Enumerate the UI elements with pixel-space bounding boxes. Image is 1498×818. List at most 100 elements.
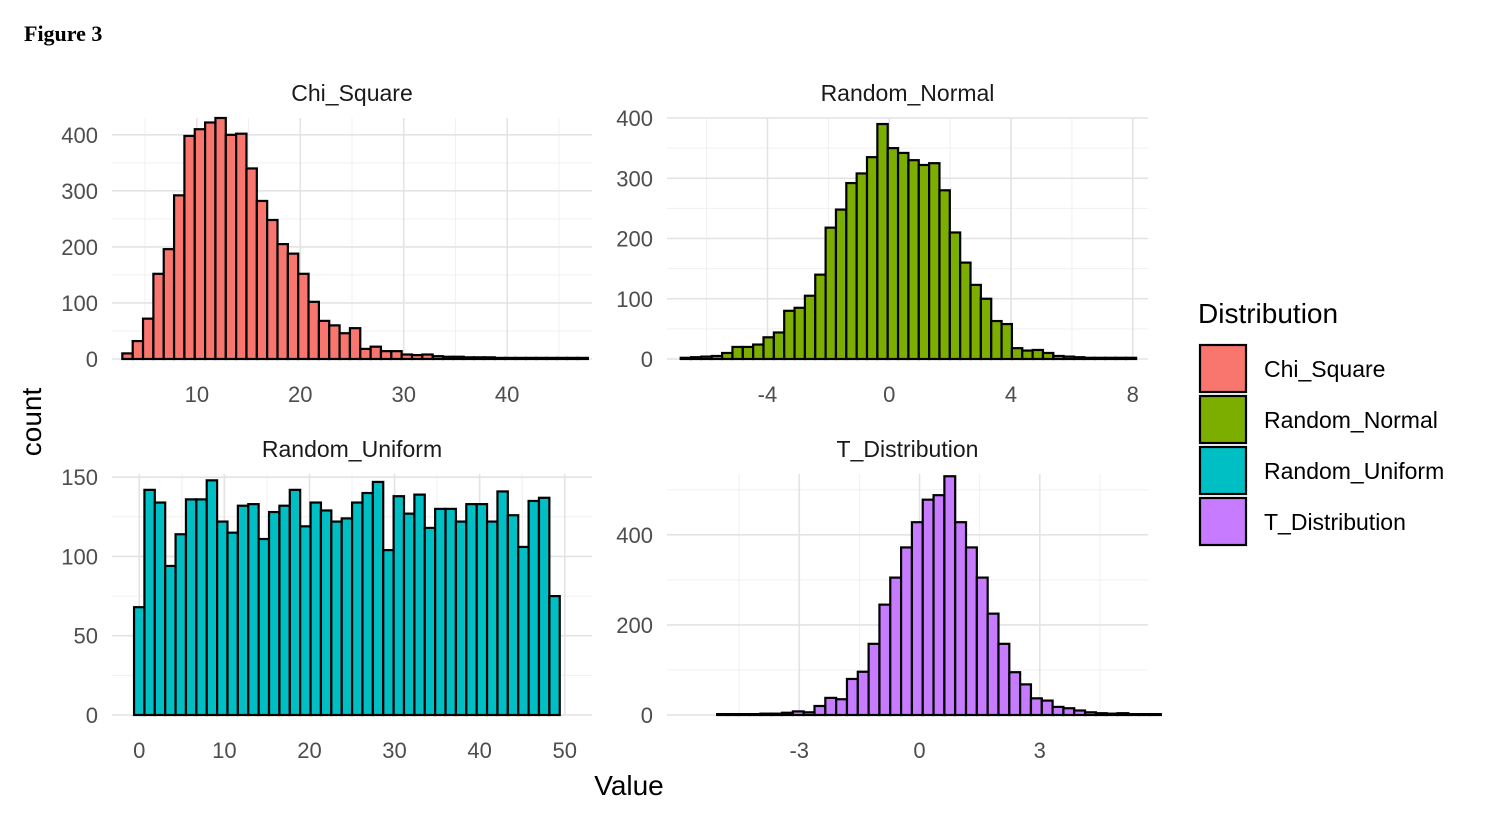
histogram-bar: [195, 498, 208, 717]
histogram-bar: [986, 612, 1000, 717]
x-tick-label: 20: [288, 382, 312, 407]
legend-label-chi-square: Chi_Square: [1264, 356, 1385, 382]
histogram-bar: [737, 712, 751, 717]
histogram-bar: [216, 520, 229, 717]
histogram-bar: [548, 594, 561, 717]
histogram-bar: [772, 331, 786, 361]
histogram-bar: [938, 189, 951, 361]
histogram-bar: [493, 356, 507, 361]
histogram-bar: [236, 504, 250, 717]
histogram-bar: [1031, 348, 1045, 361]
y-tick-label: 100: [61, 544, 98, 569]
histogram-bar: [132, 606, 146, 717]
y-tick-label: 300: [61, 179, 98, 204]
histogram-bar: [1029, 697, 1043, 717]
histogram-bar: [454, 520, 468, 717]
histogram-bar: [1094, 712, 1108, 717]
histogram-bar: [257, 537, 271, 717]
x-tick-label: 30: [391, 382, 415, 407]
histogram-bar: [506, 514, 520, 717]
bars-random-uniform: [132, 479, 561, 717]
legend-label-t-distribution: T_Distribution: [1264, 509, 1406, 535]
panel-random-uniform: Random_Uniform 0 50 100 150 0 10 20 30 40 50: [61, 436, 592, 763]
histogram-bar: [814, 273, 827, 361]
histogram-bar: [700, 355, 713, 361]
histogram-bar: [410, 353, 424, 361]
histogram-bar: [1124, 356, 1138, 361]
bars-t-distribution: [716, 475, 1162, 717]
histogram-bar: [1105, 712, 1119, 717]
histogram-bar: [928, 162, 941, 361]
x-tick-label: 0: [883, 382, 895, 407]
histogram-bar: [835, 698, 849, 717]
histogram-bar: [434, 507, 447, 717]
histogram-bar: [162, 248, 176, 361]
histogram-bar: [131, 339, 145, 361]
histogram-bar: [535, 356, 548, 361]
histogram-bar: [485, 520, 499, 717]
histogram-bar: [1019, 683, 1033, 717]
histogram-bar: [932, 494, 946, 717]
histogram-bar: [1103, 356, 1117, 361]
histogram-bar: [865, 156, 879, 361]
panel-title-chi-square: Chi_Square: [291, 80, 412, 106]
panel-title-random-normal: Random_Normal: [821, 80, 995, 106]
histogram-bar: [803, 294, 817, 361]
histogram-bar: [444, 507, 458, 717]
histogram-bar: [910, 521, 924, 717]
legend-key-random-normal: [1198, 394, 1248, 445]
histogram-bar: [791, 710, 805, 717]
histogram-bar: [899, 546, 914, 717]
histogram-bar: [834, 208, 848, 361]
histogram-bar: [527, 499, 541, 717]
histogram-bar: [184, 498, 198, 717]
histogram-bar: [997, 642, 1011, 717]
histogram-bar: [214, 116, 227, 361]
histogram-bar: [524, 356, 538, 361]
y-tick-label: 150: [61, 465, 98, 490]
histogram-bar: [164, 564, 177, 717]
histogram-bar: [371, 480, 385, 717]
histogram-bar: [307, 300, 320, 361]
histogram-bar: [896, 151, 910, 361]
histogram-bar: [954, 521, 968, 717]
x-tick-label: 50: [553, 738, 577, 763]
histogram-bar: [716, 712, 730, 717]
histogram-bar: [762, 336, 775, 361]
histogram-bar: [679, 356, 693, 361]
x-tick-label: 40: [495, 382, 519, 407]
histogram-bar: [193, 128, 207, 361]
histogram-bar: [889, 576, 903, 717]
legend-key-chi-square: [1198, 343, 1248, 394]
histogram-bar: [514, 356, 527, 361]
x-axis-title: Value: [594, 770, 664, 801]
histogram-bar: [878, 603, 892, 717]
histogram-bar: [845, 677, 859, 717]
histogram-bar: [441, 355, 455, 361]
histogram-bar: [382, 549, 395, 717]
histogram-bar: [286, 252, 300, 361]
y-tick-label: 400: [61, 123, 98, 148]
histogram-bar: [1051, 705, 1065, 717]
histogram-bar: [1008, 671, 1022, 717]
histogram-bar: [566, 356, 579, 361]
histogram-bar: [172, 194, 186, 361]
y-tick-label: 400: [616, 106, 653, 131]
y-tick-label: 400: [616, 523, 653, 548]
y-tick-label: 200: [61, 235, 98, 260]
y-tick-label: 50: [74, 624, 98, 649]
legend-key-random-uniform: [1198, 445, 1248, 496]
histogram-bar: [710, 354, 724, 361]
histogram-bar: [748, 712, 762, 717]
y-tick-label: 0: [86, 703, 98, 728]
histogram-bar: [288, 488, 302, 717]
x-tick-label: 10: [212, 738, 236, 763]
figure-label: Figure 3: [24, 21, 102, 46]
histogram-bar: [943, 475, 957, 717]
y-tick-label: 100: [61, 291, 98, 316]
histogram-bar: [990, 319, 1003, 361]
histogram-bar: [813, 704, 827, 717]
histogram-bar: [152, 272, 165, 361]
histogram-bar: [845, 181, 858, 361]
